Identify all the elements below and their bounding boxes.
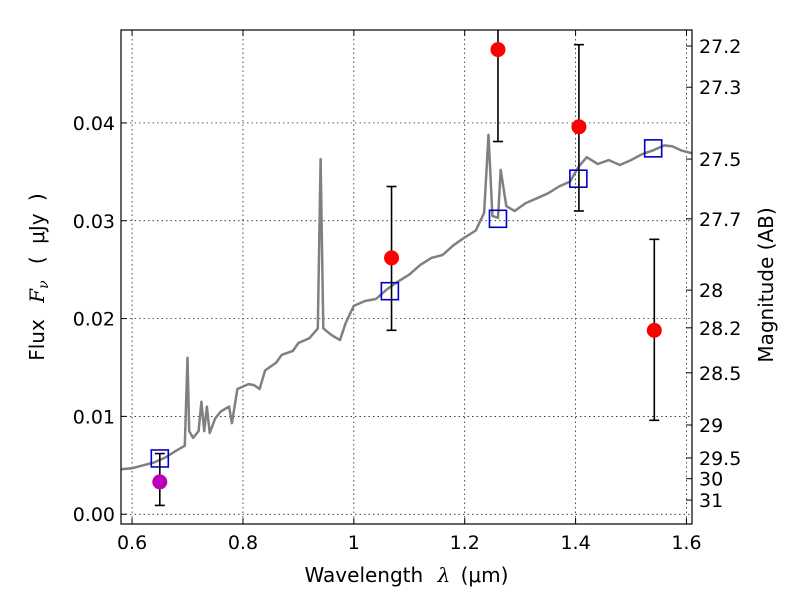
mag-tick-label: 29 bbox=[699, 415, 723, 437]
y-axis-title-sub: ν bbox=[36, 280, 52, 289]
model-square-marker bbox=[643, 139, 663, 158]
x-tick-label: 0.8 bbox=[228, 532, 258, 554]
mag-tick-label: 28.2 bbox=[699, 318, 741, 340]
mag-tick-label: 31 bbox=[699, 490, 723, 512]
x-tick-label: 1.6 bbox=[671, 532, 701, 554]
mag-tick-label: 28 bbox=[699, 280, 723, 302]
x-tick-label: 1.4 bbox=[560, 532, 590, 554]
y-tick-label: 0.02 bbox=[73, 309, 115, 331]
observed-point-marker bbox=[571, 119, 587, 135]
x-tick-label: 1.2 bbox=[450, 532, 480, 554]
mag-tick-label: 28.5 bbox=[699, 363, 741, 385]
mag-tick-label: 27.3 bbox=[699, 77, 741, 99]
observed-point-marker bbox=[646, 322, 662, 338]
right-axis-title: Magnitude (AB) bbox=[754, 207, 778, 362]
mag-tick-label: 27.5 bbox=[699, 149, 741, 171]
y-axis-title-unit: μJy bbox=[25, 213, 49, 244]
x-tick-label: 1 bbox=[348, 532, 360, 554]
y-axis-title-open: ( bbox=[25, 256, 49, 264]
mag-tick-label: 30 bbox=[699, 469, 723, 491]
x-axis-title-close: ) bbox=[501, 563, 509, 587]
mag-tick-label: 27.7 bbox=[699, 209, 741, 231]
observed-point-marker bbox=[490, 42, 506, 58]
y-tick-label: 0.03 bbox=[73, 211, 115, 233]
x-axis-title: Wavelength λ (μm) bbox=[305, 563, 509, 587]
model-square-marker bbox=[380, 281, 400, 301]
observed-photometry bbox=[152, 30, 662, 507]
model-square-marker bbox=[488, 209, 508, 229]
x-axis-title-symbol: λ bbox=[437, 563, 451, 587]
y-axis-title-symbol: F bbox=[25, 288, 49, 304]
axis-ticks: 0.6 0.8 1 1.2 1.4 1.6 0.00 0.01 0.02 0.03 0.04 27.2… bbox=[73, 30, 741, 554]
mag-tick-label: 27.2 bbox=[699, 36, 741, 58]
observed-point-marker bbox=[152, 474, 168, 490]
y-axis-title: Flux Fν ( μJy ) bbox=[25, 193, 53, 361]
observed-point-marker bbox=[384, 250, 400, 266]
model-photometry bbox=[150, 139, 663, 468]
y-tick-label: 0.00 bbox=[73, 504, 115, 526]
spectrum-line bbox=[120, 133, 693, 471]
x-axis-title-text: Wavelength bbox=[305, 563, 424, 587]
mag-tick-label: 29.5 bbox=[699, 448, 741, 470]
y-axis-title-text: Flux bbox=[25, 319, 49, 361]
x-axis-title-open: ( bbox=[461, 563, 469, 587]
y-axis-title-close: ) bbox=[25, 193, 49, 201]
x-tick-label: 0.6 bbox=[117, 532, 147, 554]
y-tick-label: 0.01 bbox=[73, 406, 115, 428]
x-axis-title-unit: μm bbox=[468, 563, 500, 587]
template-spectrum bbox=[120, 133, 693, 471]
y-tick-label: 0.04 bbox=[73, 113, 115, 135]
plot-frame bbox=[120, 29, 693, 525]
